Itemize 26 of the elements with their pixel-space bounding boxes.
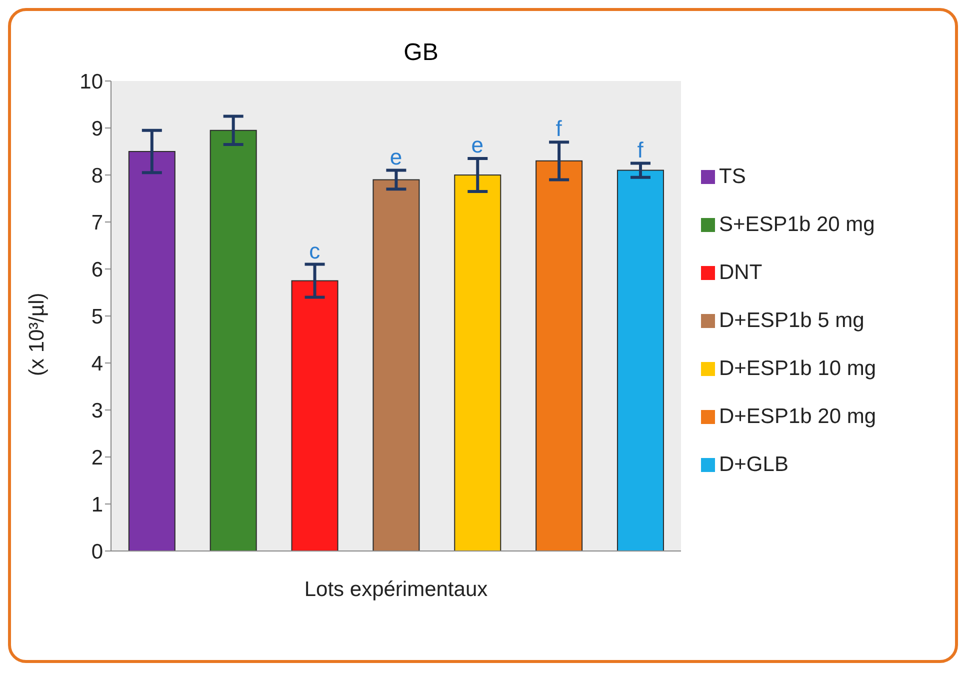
y-tick-label: 4 [91,352,104,376]
y-tick-label: 5 [91,305,103,328]
legend-label: D+ESP1b 10 mg [719,357,876,380]
y-axis-title: (x 10³/µl) [25,292,48,376]
annotation: c [309,238,320,264]
y-tick-label: 7 [91,211,103,234]
annotation: e [471,132,484,158]
legend-label: TS [719,165,746,188]
y-tick-label: 9 [91,117,103,140]
annotation: f [556,116,563,142]
y-tick-label: 8 [91,164,103,188]
y-tick-label: 6 [91,258,103,282]
legend-label: D+GLB [719,453,788,476]
y-tick-label: 2 [91,446,103,470]
annotation: f [637,137,644,162]
y-tick-label: 0 [91,540,103,564]
legend-label: S+ESP1b 20 mg [719,213,875,236]
legend-label: DNT [719,261,762,284]
legend-label: D+ESP1b 5 mg [719,309,864,332]
chart-title: GB [402,39,440,67]
x-axis-title: Lots expérimentaux [304,578,488,601]
annotation: e [390,144,402,170]
y-tick-label: 3 [91,399,103,422]
y-tick-label: 10 [80,70,103,94]
legend-label: D+ESP1b 20 mg [719,405,876,428]
y-tick-label: 1 [91,493,103,516]
